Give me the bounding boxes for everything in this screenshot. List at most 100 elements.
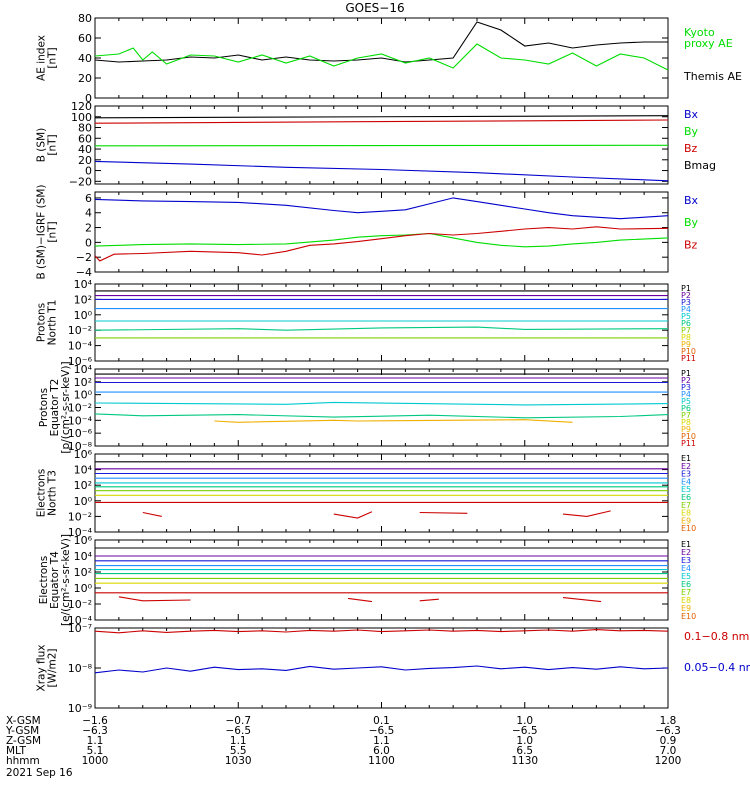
ephemeris-value: 1130 (511, 755, 538, 767)
y-tick-label: 10⁰ (74, 495, 93, 508)
legend-label: E9 (681, 516, 691, 525)
y-tick-label: 60 (78, 32, 92, 45)
y-tick-label: 10⁴ (74, 550, 93, 563)
legend-label: 0.1−0.8 nm (684, 630, 749, 643)
ephemeris-value: 1.1 (373, 735, 390, 747)
y-axis-label: Equator T4 (49, 551, 61, 609)
ephemeris-value: −1.6 (82, 715, 108, 727)
legend-label: P1 (681, 369, 691, 378)
y-axis-label: Electrons (38, 556, 50, 605)
y-tick-label: 10⁻² (68, 402, 92, 415)
legend-label: Kyoto (684, 26, 715, 39)
y-tick-label: 10⁶ (74, 534, 93, 547)
y-tick-label: 10² (74, 293, 92, 306)
y-tick-label: 10⁴ (74, 363, 93, 376)
chart-title: GOES−16 (345, 1, 404, 15)
legend-label: P2 (681, 291, 691, 300)
ephemeris-value: 1000 (82, 755, 109, 767)
ephemeris-row-label: Y-GSM (5, 725, 39, 737)
y-tick-label: 10² (74, 479, 92, 492)
legend-label: E1 (681, 454, 691, 463)
legend-label: Bz (684, 238, 698, 251)
legend-label: E4 (681, 564, 691, 573)
legend-label: P3 (681, 383, 691, 392)
series-line (118, 596, 191, 602)
ephemeris-value: 1100 (368, 755, 395, 767)
ephemeris-value: −6.5 (512, 725, 538, 737)
series-line (94, 197, 669, 220)
series-line (94, 226, 669, 262)
legend-label: P11 (681, 439, 696, 448)
ephemeris-row-label: hhmm (6, 755, 40, 767)
y-tick-label: 10⁰ (74, 389, 93, 402)
series-line (562, 510, 611, 517)
legend-label: E10 (681, 524, 696, 533)
legend-label: By (684, 216, 699, 229)
date-label: 2021 Sep 16 (6, 767, 73, 779)
legend-label: E3 (681, 470, 691, 479)
legend-label: P7 (681, 411, 691, 420)
panel-frame (94, 368, 669, 447)
ephemeris-value: −6.5 (369, 725, 395, 737)
y-tick-label: 10⁻⁸ (68, 662, 93, 675)
legend-label: P4 (681, 390, 691, 399)
legend-label: P9 (681, 340, 691, 349)
y-tick-label: −2 (76, 251, 92, 264)
legend-label: Bz (684, 142, 698, 155)
legend-label: Themis AE (683, 70, 742, 83)
ephemeris-value: 6.0 (373, 745, 390, 757)
y-tick-label: 60 (78, 132, 92, 145)
legend-label: E1 (681, 540, 691, 549)
legend-label: E4 (681, 477, 691, 486)
series-line (333, 511, 373, 519)
legend-label: By (684, 125, 699, 138)
y-tick-label: 10⁻⁴ (68, 614, 93, 627)
y-axis-label: [W/m2] (47, 648, 59, 687)
ephemeris-value: −6.3 (655, 725, 681, 737)
series-line (94, 21, 668, 63)
ephemeris-row-label: Z-GSM (6, 735, 41, 747)
series-line (348, 597, 372, 603)
legend-label: P7 (681, 326, 691, 335)
series-line (94, 665, 669, 674)
series-line (94, 326, 669, 331)
y-axis-label: Protons (36, 303, 48, 342)
legend-label: P3 (681, 298, 691, 307)
legend-label: P11 (681, 354, 696, 363)
legend-label: P5 (681, 312, 691, 321)
ephemeris-value: −6.5 (226, 725, 252, 737)
y-tick-label: 6 (85, 192, 92, 205)
y-tick-label: 10⁻⁴ (68, 414, 93, 427)
y-tick-label: 10⁴ (74, 278, 93, 291)
ephemeris-value: 7.0 (660, 745, 677, 757)
series-line (94, 115, 669, 119)
series-line (94, 43, 669, 71)
y-tick-label: 80 (78, 122, 92, 135)
y-tick-label: 10⁴ (74, 464, 93, 477)
ephemeris-value: 1200 (655, 755, 682, 767)
y-tick-label: 10⁻² (68, 598, 92, 611)
legend-label: E5 (681, 572, 691, 581)
panel-frame (94, 453, 669, 533)
legend-label: Bmag (684, 159, 716, 172)
y-axis-label: [e/(cm²-s-sr-keV)] (60, 534, 72, 626)
legend-label: P4 (681, 305, 691, 314)
y-tick-label: 40 (78, 52, 92, 65)
ephemeris-value: 5.1 (87, 745, 104, 757)
ephemeris-value: 6.5 (516, 745, 533, 757)
ephemeris-value: −0.7 (226, 715, 252, 727)
y-axis-label: AE index (36, 35, 48, 81)
legend-label: E3 (681, 556, 691, 565)
legend-label: P8 (681, 418, 691, 427)
y-tick-label: 20 (78, 154, 92, 167)
legend-label: E8 (681, 596, 691, 605)
y-tick-label: 100 (71, 111, 92, 124)
y-tick-label: 10⁰ (74, 582, 93, 595)
legend-label: E7 (681, 501, 691, 510)
y-axis-label: Xray flux (36, 645, 48, 692)
y-axis-label: [nT] (47, 221, 59, 242)
y-tick-label: 10⁰ (74, 309, 93, 322)
legend-label: E10 (681, 612, 696, 621)
